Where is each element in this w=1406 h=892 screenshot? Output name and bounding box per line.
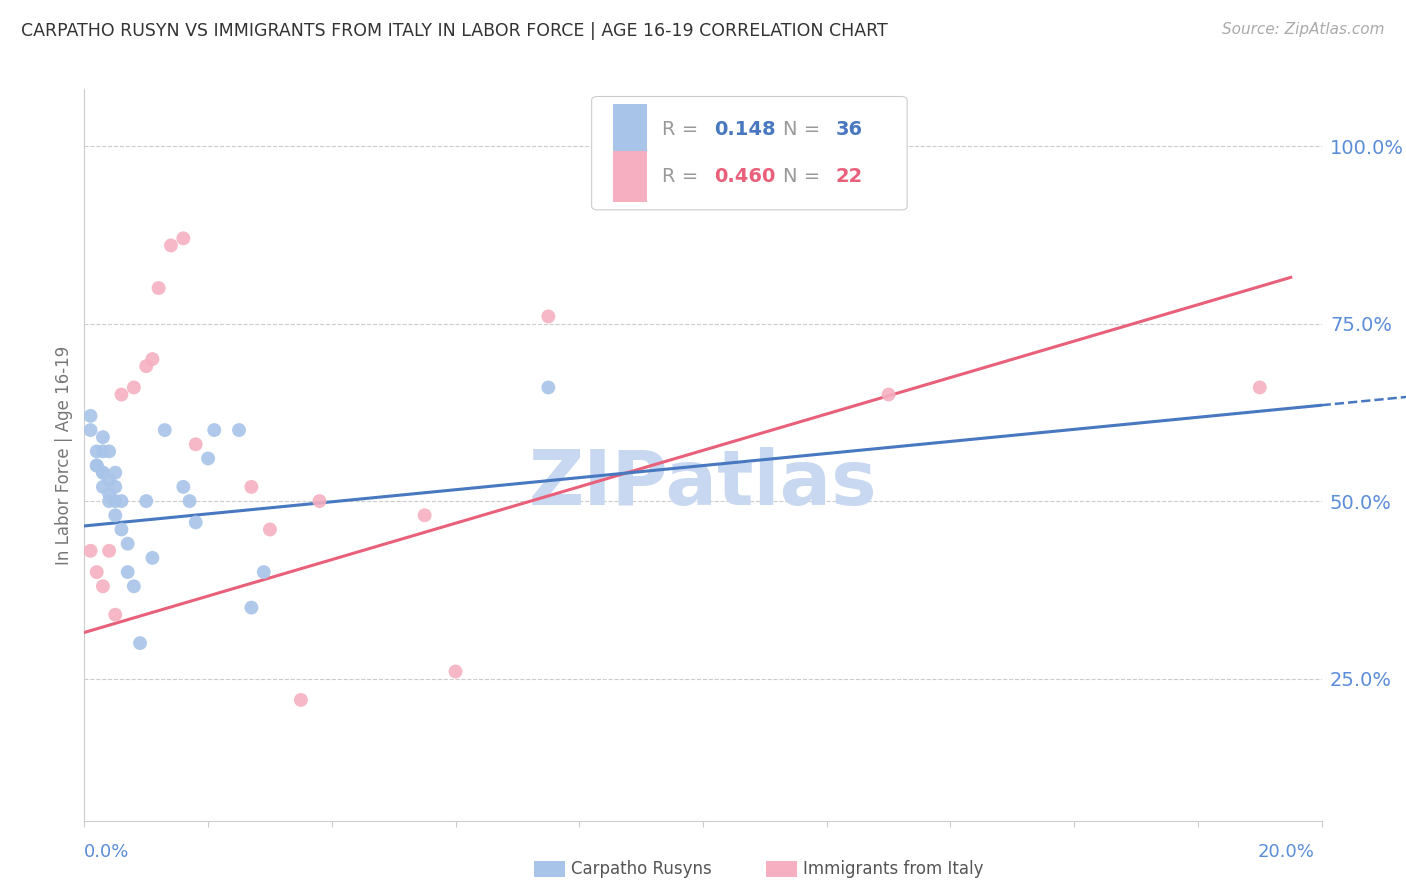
Text: Immigrants from Italy: Immigrants from Italy (803, 860, 983, 878)
Text: R =: R = (662, 167, 704, 186)
Point (110, 494, 132, 508)
Point (135, 494, 157, 508)
Text: R =: R = (662, 120, 704, 139)
Point (202, 423, 225, 437)
Point (184, 437, 207, 451)
Point (91, 480, 114, 494)
Text: CARPATHO RUSYN VS IMMIGRANTS FROM ITALY IN LABOR FORCE | AGE 16-19 CORRELATION C: CARPATHO RUSYN VS IMMIGRANTS FROM ITALY … (21, 22, 887, 40)
Point (104, 466, 127, 480)
Point (172, 480, 194, 494)
Point (240, 600, 263, 615)
Point (104, 607, 127, 622)
Point (91, 466, 114, 480)
Point (79, 409, 101, 423)
Point (91, 430, 114, 444)
Point (110, 387, 132, 401)
Point (79, 543, 101, 558)
Point (117, 537, 139, 551)
Point (86, 565, 108, 579)
Point (444, 665, 467, 679)
Text: 0.0%: 0.0% (84, 843, 129, 861)
Point (104, 480, 127, 494)
Text: ZIPatlas: ZIPatlas (529, 447, 877, 521)
Point (98, 487, 121, 501)
Point (91, 444, 114, 458)
Point (98, 494, 121, 508)
Point (91, 466, 114, 480)
Point (172, 231, 194, 245)
Point (135, 359, 157, 373)
Point (86, 458, 108, 473)
Point (197, 451, 219, 466)
Text: 36: 36 (835, 120, 862, 139)
Bar (613, 151, 647, 202)
FancyBboxPatch shape (592, 96, 907, 210)
Point (141, 352, 163, 367)
Text: 20.0%: 20.0% (1258, 843, 1315, 861)
Point (98, 543, 121, 558)
Point (86, 458, 108, 473)
Point (104, 508, 127, 523)
Point (184, 516, 207, 530)
Point (179, 494, 201, 508)
Point (117, 565, 139, 579)
Text: 22: 22 (835, 167, 863, 186)
Point (537, 310, 560, 324)
Point (141, 550, 163, 565)
Point (98, 473, 121, 487)
Point (877, 387, 900, 401)
Point (122, 380, 145, 394)
Point (413, 508, 436, 523)
Point (98, 444, 121, 458)
Point (129, 636, 152, 650)
Point (122, 579, 145, 593)
Point (110, 523, 132, 537)
Text: N =: N = (783, 120, 827, 139)
Point (308, 494, 330, 508)
Point (79, 423, 101, 437)
Point (153, 423, 176, 437)
Text: 0.460: 0.460 (714, 167, 776, 186)
Point (537, 380, 560, 394)
Point (148, 281, 170, 295)
Bar (613, 104, 647, 155)
Point (86, 444, 108, 458)
Text: Carpatho Rusyns: Carpatho Rusyns (571, 860, 711, 878)
Point (104, 494, 127, 508)
Point (91, 579, 114, 593)
Text: 0.148: 0.148 (714, 120, 776, 139)
Point (259, 523, 281, 537)
Point (1249, 380, 1271, 394)
Point (160, 238, 183, 252)
Text: N =: N = (783, 167, 827, 186)
Point (240, 480, 263, 494)
Point (253, 565, 276, 579)
Text: Source: ZipAtlas.com: Source: ZipAtlas.com (1222, 22, 1385, 37)
Point (228, 423, 250, 437)
Point (290, 693, 312, 707)
Y-axis label: In Labor Force | Age 16-19: In Labor Force | Age 16-19 (55, 345, 73, 565)
